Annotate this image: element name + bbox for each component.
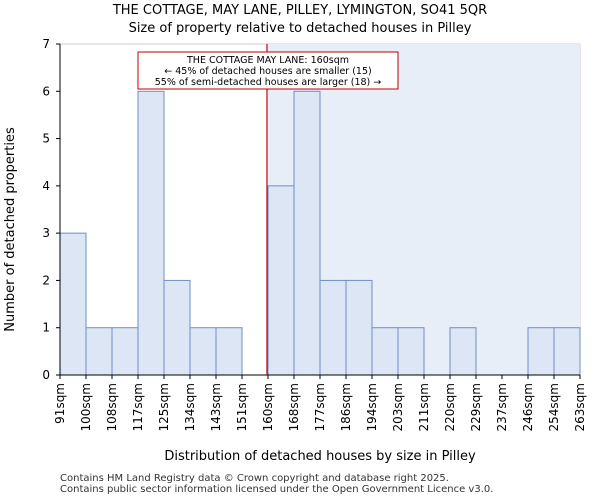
x-tick-label: 237sqm bbox=[495, 383, 509, 431]
x-tick-label: 263sqm bbox=[573, 383, 587, 431]
bar bbox=[215, 327, 243, 376]
x-tick-label: 254sqm bbox=[547, 383, 561, 431]
x-tick-label: 246sqm bbox=[521, 383, 535, 431]
x-tick-label: 211sqm bbox=[417, 383, 431, 431]
x-tick-label: 100sqm bbox=[79, 383, 93, 431]
y-tick-label: 0 bbox=[42, 368, 50, 382]
x-tick-label: 186sqm bbox=[339, 383, 353, 431]
chart-subtitle: Size of property relative to detached ho… bbox=[128, 21, 472, 36]
footer-copyright: Contains HM Land Registry data © Crown c… bbox=[60, 473, 449, 484]
annotation-line: 55% of semi-detached houses are larger (… bbox=[155, 77, 382, 88]
y-tick-label: 2 bbox=[42, 273, 50, 287]
chart-title: THE COTTAGE, MAY LANE, PILLEY, LYMINGTON… bbox=[112, 3, 488, 18]
y-tick-label: 3 bbox=[42, 226, 50, 240]
bar bbox=[85, 327, 113, 376]
bar bbox=[371, 327, 399, 376]
x-tick-label: 203sqm bbox=[391, 383, 405, 431]
x-tick-label: 168sqm bbox=[287, 383, 301, 431]
x-tick-label: 125sqm bbox=[157, 383, 171, 431]
bar bbox=[397, 327, 425, 376]
annotation-line: THE COTTAGE MAY LANE: 160sqm bbox=[186, 55, 349, 66]
x-tick-label: 134sqm bbox=[183, 383, 197, 431]
annotation-box bbox=[137, 51, 399, 90]
x-tick-label: 160sqm bbox=[261, 383, 275, 431]
y-axis-title: Number of detached properties bbox=[3, 127, 18, 332]
bar bbox=[553, 327, 581, 376]
x-tick-label: 91sqm bbox=[53, 383, 67, 424]
bar bbox=[449, 327, 477, 376]
bar bbox=[111, 327, 139, 376]
y-tick-label: 1 bbox=[42, 321, 50, 335]
footer-licence: Contains public sector information licen… bbox=[60, 484, 494, 495]
bar bbox=[345, 279, 373, 376]
y-tick-label: 5 bbox=[42, 132, 50, 146]
bar bbox=[163, 279, 191, 376]
bar bbox=[59, 232, 87, 376]
bar bbox=[137, 90, 165, 376]
x-axis-title: Distribution of detached houses by size … bbox=[164, 449, 476, 464]
x-tick-label: 151sqm bbox=[235, 383, 249, 431]
x-tick-label: 229sqm bbox=[469, 383, 483, 431]
bar bbox=[293, 90, 321, 376]
x-tick-label: 143sqm bbox=[209, 383, 223, 431]
bar bbox=[319, 279, 347, 376]
bar bbox=[267, 185, 295, 376]
x-tick-label: 220sqm bbox=[443, 383, 457, 431]
y-tick-label: 7 bbox=[42, 37, 50, 51]
y-tick-label: 6 bbox=[42, 84, 50, 98]
bar bbox=[527, 327, 555, 376]
x-tick-label: 108sqm bbox=[105, 383, 119, 431]
x-tick-label: 117sqm bbox=[131, 383, 145, 431]
y-tick-label: 4 bbox=[42, 179, 50, 193]
x-tick-label: 194sqm bbox=[365, 383, 379, 431]
annotation-line: ← 45% of detached houses are smaller (15… bbox=[164, 66, 371, 77]
bar bbox=[189, 327, 217, 376]
x-tick-label: 177sqm bbox=[313, 383, 327, 431]
